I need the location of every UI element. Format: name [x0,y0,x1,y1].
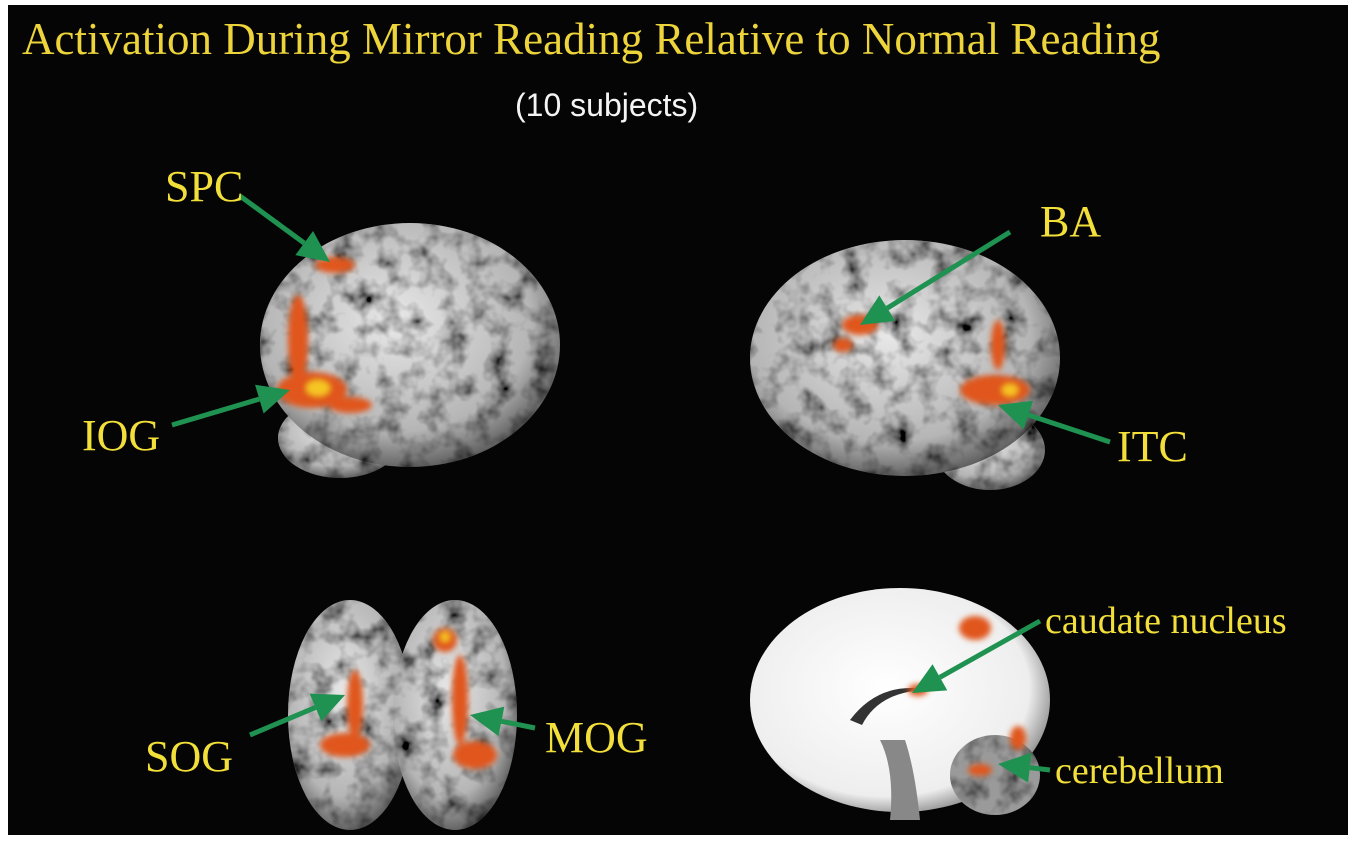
arrow-shaft [1030,768,1050,770]
page: Activation During Mirror Reading Relativ… [0,0,1353,843]
title: Activation During Mirror Reading Relativ… [22,14,1161,64]
label-spc: SPC [165,162,243,211]
label-itc: ITC [1117,422,1188,471]
background [8,5,1348,835]
label-iog: IOG [82,411,160,460]
label-sog: SOG [145,732,233,781]
label-ba: BA [1040,197,1101,246]
label-cerebellum: cerebellum [1055,750,1224,792]
figure: Activation During Mirror Reading Relativ… [0,0,1353,843]
label-mog: MOG [545,713,648,762]
label-caudate: caudate nucleus [1045,600,1287,642]
subtitle: (10 subjects) [515,87,698,123]
